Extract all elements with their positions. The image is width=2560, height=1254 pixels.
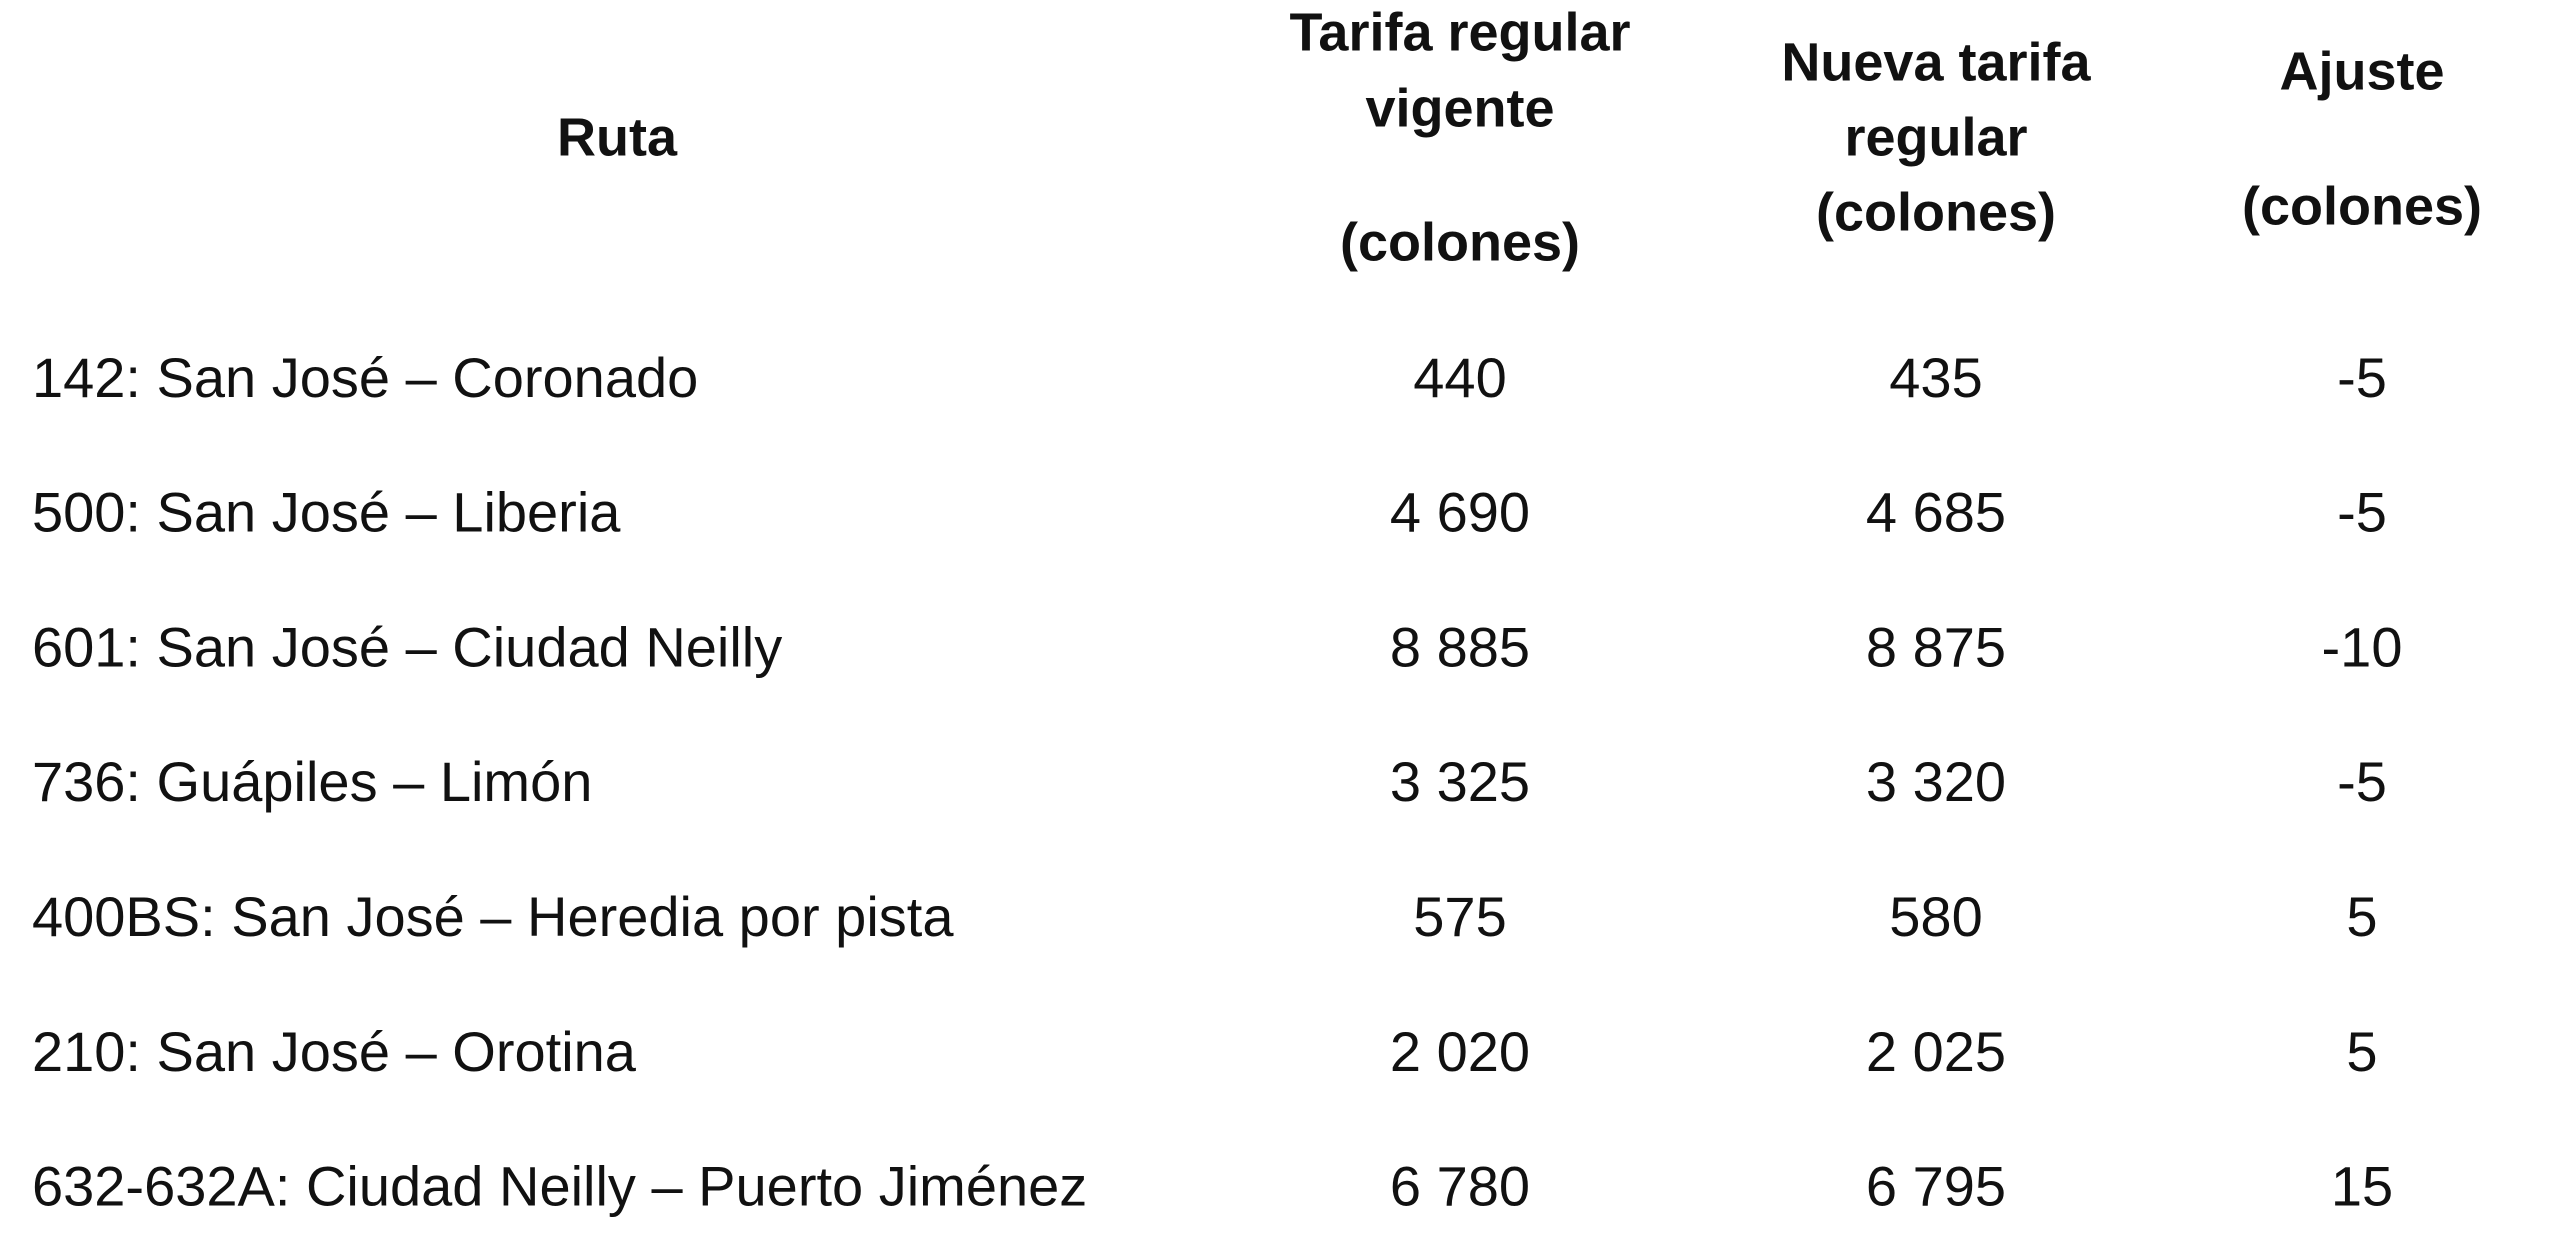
- fare-cell: -5: [2337, 346, 2387, 409]
- column-header: regular: [1844, 107, 2027, 167]
- fare-cell: 4 685: [1866, 481, 2006, 544]
- column-header: Nueva tarifa: [1781, 32, 2091, 92]
- route-cell: 500: San José – Liberia: [32, 481, 621, 544]
- route-cell: 400BS: San José – Heredia por pista: [32, 885, 954, 948]
- column-header: Tarifa regular: [1289, 2, 1630, 62]
- column-header: (colones): [2242, 176, 2482, 236]
- fare-cell: 435: [1889, 346, 1982, 409]
- fare-cell: 580: [1889, 885, 1982, 948]
- route-cell: 142: San José – Coronado: [32, 346, 698, 409]
- fare-cell: 4 690: [1390, 481, 1530, 544]
- fare-cell: 3 320: [1866, 750, 2006, 813]
- route-cell: 736: Guápiles – Limón: [32, 750, 592, 813]
- column-header: (colones): [1340, 212, 1580, 272]
- fare-cell: 6 795: [1866, 1155, 2006, 1218]
- fare-cell: 2 025: [1866, 1020, 2006, 1083]
- column-header: Ajuste: [2279, 41, 2444, 101]
- route-cell: 601: San José – Ciudad Neilly: [32, 615, 782, 678]
- fare-cell: 2 020: [1390, 1020, 1530, 1083]
- column-header: (colones): [1816, 182, 2056, 242]
- route-cell: 210: San José – Orotina: [32, 1020, 637, 1083]
- fare-cell: 440: [1413, 346, 1506, 409]
- fare-cell: 8 875: [1866, 615, 2006, 678]
- fare-cell: -5: [2337, 481, 2387, 544]
- fare-cell: 3 325: [1390, 750, 1530, 813]
- fare-cell: 5: [2346, 885, 2377, 948]
- column-header: vigente: [1365, 78, 1554, 138]
- fare-cell: -5: [2337, 750, 2387, 813]
- fare-cell: -10: [2322, 615, 2403, 678]
- column-header: Ruta: [557, 107, 678, 167]
- fare-cell: 15: [2331, 1155, 2393, 1218]
- fare-cell: 575: [1413, 885, 1506, 948]
- route-cell: 632-632A: Ciudad Neilly – Puerto Jiménez: [32, 1155, 1087, 1218]
- fare-cell: 6 780: [1390, 1155, 1530, 1218]
- fare-cell: 8 885: [1390, 615, 1530, 678]
- fare-cell: 5: [2346, 1020, 2377, 1083]
